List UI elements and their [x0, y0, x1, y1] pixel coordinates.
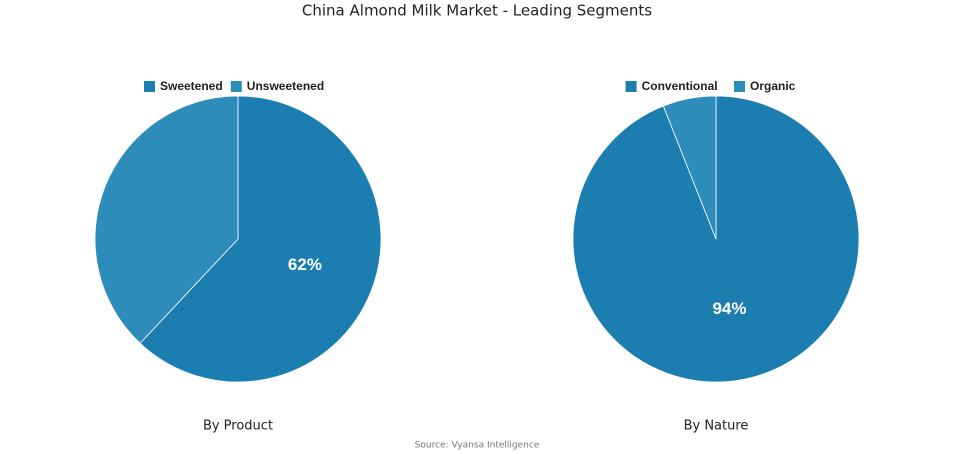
chart-subtitle: By Product: [203, 419, 273, 434]
legend-swatch: [144, 81, 155, 92]
value-label: 94%: [712, 299, 746, 318]
legend-label: Conventional: [642, 79, 718, 93]
legend-label: Sweetened: [160, 79, 223, 93]
legend-swatch: [625, 81, 637, 92]
legend-label: Unsweetened: [247, 79, 324, 93]
legend-label: Organic: [750, 79, 796, 93]
pie-slice: [94, 95, 239, 344]
legend-swatch: [230, 81, 242, 92]
value-label: 62%: [288, 255, 322, 274]
chart-title: China Almond Milk Market - Leading Segme…: [302, 2, 652, 20]
source: Source: Vyansa Intelligence: [415, 441, 540, 451]
pie-slice: [662, 95, 717, 240]
pie-slice: [139, 95, 382, 383]
chart-subtitle: By Nature: [684, 419, 749, 434]
legend-swatch: [734, 81, 745, 92]
